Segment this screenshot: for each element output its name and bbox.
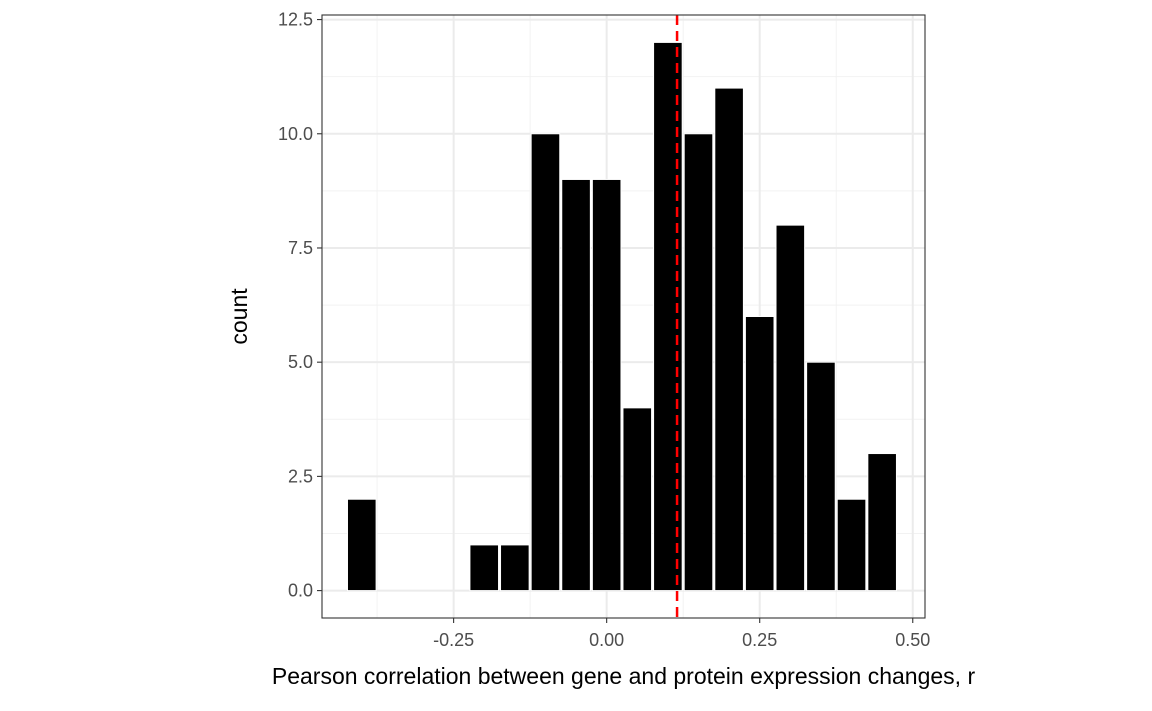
histogram-bar [561,178,591,592]
histogram-bar [530,133,561,592]
histogram-bar [744,316,775,592]
histogram-bar [500,544,530,592]
histogram-bar [683,133,714,592]
x-axis-tick-label: 0.00 [589,630,624,650]
y-axis-tick-label: 5.0 [288,352,313,372]
histogram-bar [653,41,683,592]
y-axis-tick-label: 0.0 [288,581,313,601]
histogram-bar [591,178,622,592]
histogram-bars [346,41,897,592]
x-axis-title: Pearson correlation between gene and pro… [272,663,976,689]
histogram-bar [806,361,836,592]
histogram-bar [775,224,806,592]
x-axis-tick-label: 0.25 [742,630,777,650]
y-axis-title: count [226,288,252,345]
x-axis-tick-label: 0.50 [895,630,930,650]
histogram-bar [469,544,500,592]
histogram-bar [622,407,653,592]
x-axis-tick-label: -0.25 [433,630,474,650]
histogram-bar [346,498,377,592]
axis-ticks: -0.25 0.00 0.25 0.50 0.0 2.5 5.0 7.5 10.0 12.5 [278,10,930,650]
histogram-bar [867,453,897,592]
y-axis-tick-label: 2.5 [288,466,313,486]
y-axis-tick-label: 7.5 [288,238,313,258]
histogram-bar [714,87,744,592]
panel-border [321,14,926,619]
histogram-bar [836,498,867,592]
y-axis-tick-label: 10.0 [278,124,313,144]
y-axis-tick-label: 12.5 [278,10,313,30]
